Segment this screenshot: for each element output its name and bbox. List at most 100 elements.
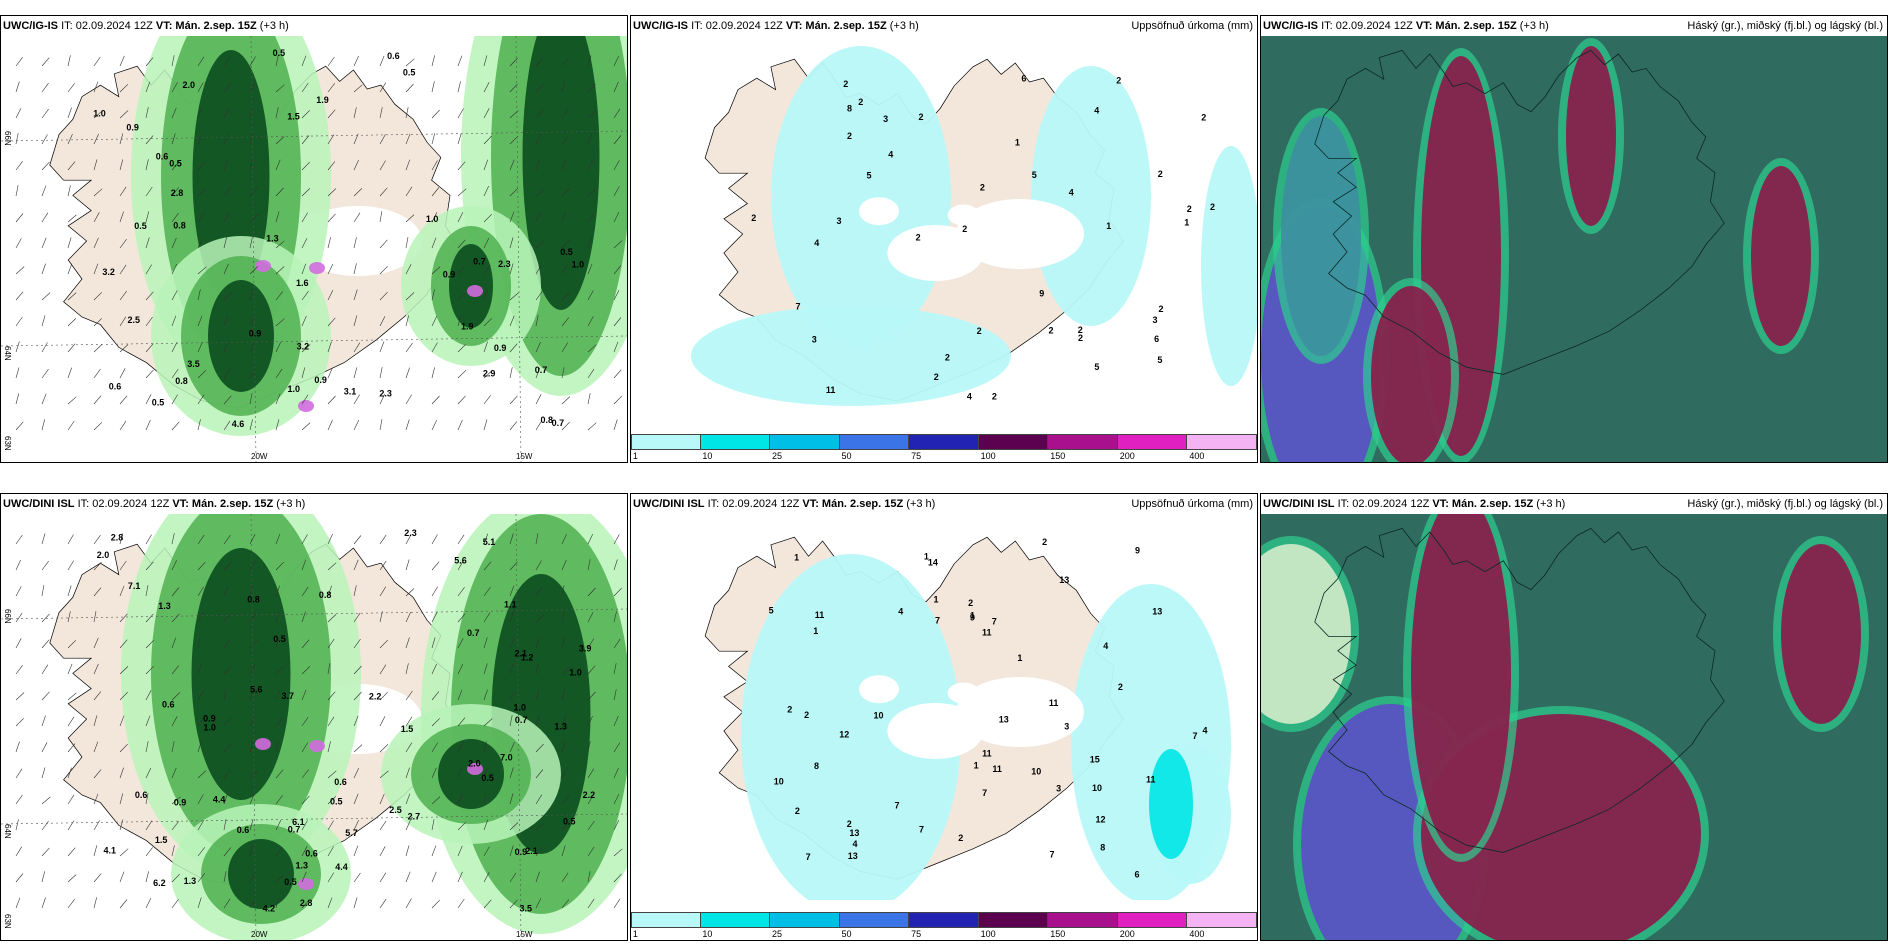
wind-barb (327, 395, 336, 405)
accum-value-label: 4 (967, 392, 972, 402)
wind-barb (145, 211, 150, 223)
precip-value-label: 4.2 (263, 903, 276, 913)
wind-barb (353, 159, 359, 171)
cloud-area (1781, 544, 1861, 724)
wind-barb (483, 793, 487, 805)
accum-value-label: 1 (974, 761, 979, 771)
wind-barb (535, 83, 544, 93)
wind-barb (249, 741, 254, 753)
wind-barb (275, 187, 284, 197)
wind-barb (249, 107, 253, 119)
wind-barb (613, 290, 620, 301)
wind-barb (353, 419, 360, 431)
wind-barb (301, 666, 311, 675)
wind-barb (509, 637, 515, 649)
wind-barb (197, 161, 206, 171)
wind-barb (405, 342, 413, 353)
precip-value-label: 0.9 (249, 329, 262, 339)
wind-barb (431, 419, 437, 431)
precip-value-label: 2.2 (369, 691, 382, 701)
wind-barb (197, 266, 207, 275)
wind-barb (431, 237, 437, 249)
latitude-label: 64N (3, 346, 12, 361)
wind-barb (41, 613, 50, 623)
wind-barb (41, 533, 46, 545)
wind-barb (119, 239, 127, 249)
wind-barb (275, 741, 279, 753)
wind-barb (587, 344, 597, 353)
wind-barb (509, 83, 518, 93)
wind-barb (613, 534, 620, 545)
wind-barb (327, 897, 333, 909)
wind-barb (41, 237, 47, 249)
precip-value-label: 1.1 (504, 599, 517, 609)
accum-value-label: 2 (1078, 325, 1083, 335)
wind-barb (301, 135, 310, 145)
wind-barb (197, 663, 202, 675)
longitude-line (515, 36, 522, 462)
wind-barb (613, 240, 623, 249)
wind-barb (223, 187, 232, 197)
precip-value-label: 0.5 (403, 67, 416, 77)
wind-barb (119, 344, 129, 353)
accum-value-label: 2 (958, 833, 963, 843)
wind-barb (197, 873, 206, 883)
wind-barb (119, 264, 127, 275)
wind-barb (41, 664, 49, 675)
wind-barb (457, 663, 464, 675)
wind-barb (405, 133, 411, 145)
accum-value-label: 11 (826, 385, 836, 395)
precip-value-label: 4.6 (232, 419, 245, 429)
wind-barb (145, 534, 152, 545)
wind-barb (67, 396, 77, 405)
wind-barb (301, 344, 311, 353)
wind-barb (561, 533, 567, 545)
wind-barb (301, 110, 311, 119)
wind-barb (353, 315, 358, 327)
wind-barb (249, 315, 255, 327)
cloud-area (1281, 116, 1361, 356)
precip-value-label: 4.4 (213, 795, 226, 805)
colorbar-tick-label: 50 (841, 451, 852, 461)
colorbar-swatch (978, 434, 1049, 450)
wind-barb (249, 289, 254, 301)
wind-barb (613, 55, 619, 67)
cloud-area (1411, 514, 1511, 854)
wind-barb (249, 214, 259, 223)
wind-barb (145, 107, 149, 119)
precip-area-intense (298, 878, 314, 890)
wind-barb (197, 820, 204, 831)
wind-barb (197, 716, 205, 727)
precip-value-label: 0.9 (443, 270, 456, 280)
wind-barb (535, 367, 541, 379)
wind-barb (67, 663, 73, 675)
wind-barb (327, 663, 331, 675)
wind-barb (41, 57, 50, 67)
wind-barb (15, 819, 19, 831)
precip-value-label: 1.0 (572, 260, 585, 270)
wind-barb (93, 237, 99, 249)
wind-barb (483, 663, 488, 675)
accum-value-label: 2 (945, 353, 950, 363)
precip-value-label: 2.8 (111, 533, 124, 543)
wind-barb (587, 794, 594, 805)
precip-value-label: 4.1 (104, 846, 117, 856)
precip-value-label: 2.3 (498, 259, 511, 269)
wind-barb (405, 58, 415, 67)
wind-barb (301, 871, 307, 883)
accum-value-label: 7 (982, 788, 987, 798)
accum-precip-area (741, 554, 961, 900)
precip-value-label: 0.5 (560, 247, 573, 257)
colorbar-swatch (631, 434, 701, 450)
wind-barb (561, 741, 566, 753)
wind-barb (509, 211, 515, 223)
wind-barb (171, 796, 181, 805)
wind-barb (171, 873, 180, 883)
accum-value-label: 1 (813, 626, 818, 636)
colorbar-swatch (631, 912, 701, 928)
panel-header: UWC/IG-IS IT: 02.09.2024 12Z VT: Mán. 2.… (1261, 16, 1887, 36)
precip-value-label: 0.8 (319, 590, 332, 600)
accum-value-label: 7 (806, 852, 811, 862)
glacier (947, 682, 980, 704)
wind-barb (405, 367, 410, 379)
